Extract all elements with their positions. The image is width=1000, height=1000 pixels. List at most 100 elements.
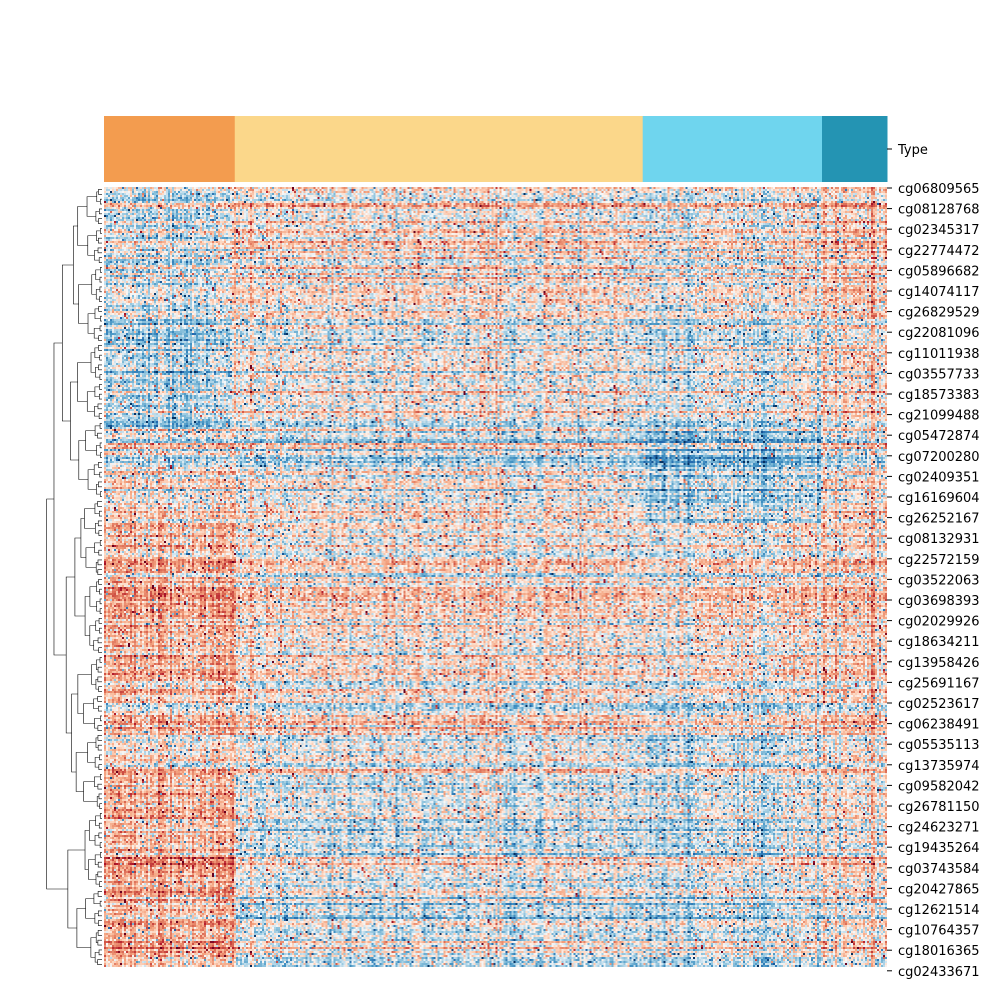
dendrogram-branch [97, 432, 102, 439]
dendrogram-branch [94, 718, 101, 729]
row-tick-label: cg14074117 [898, 285, 980, 300]
dendrogram-branch [75, 752, 88, 792]
dendrogram-branch [77, 362, 92, 402]
dendrogram-branch [99, 588, 102, 595]
dendrogram-branch [94, 776, 101, 787]
dendrogram-branch [99, 510, 102, 517]
dendrogram-branch [62, 264, 74, 422]
dendrogram-branch [94, 503, 100, 514]
dendrogram-branch [95, 211, 100, 222]
dendrogram-branch [96, 445, 101, 456]
row-tick-label: cg26252167 [898, 512, 980, 527]
dendrogram-branch [99, 803, 102, 809]
dendrogram-branch [95, 679, 99, 690]
row-tick-label: cg07200280 [898, 450, 980, 465]
dendrogram-branch [98, 218, 102, 224]
dendrogram-branch [93, 640, 99, 651]
dendrogram-branch [98, 462, 102, 468]
dendrogram-branch [98, 949, 102, 956]
dendrogram-branch [97, 735, 102, 741]
heatmap-cells [104, 187, 887, 967]
row-tick-label: cg03557733 [898, 367, 980, 382]
row-tick-label: cg03743584 [898, 862, 980, 877]
dendrogram-branch [77, 674, 92, 714]
dendrogram-branch [97, 725, 102, 731]
dendrogram-branch [94, 835, 101, 846]
dendrogram-branch [96, 191, 101, 202]
dendrogram-branch [98, 647, 102, 653]
row-tick-label: cg19435264 [898, 841, 980, 856]
dendrogram-branch [94, 308, 101, 319]
dendrogram-branch [85, 898, 95, 919]
dendrogram-branch [98, 237, 102, 244]
row-tick-label: cg05472874 [898, 429, 980, 444]
dendrogram-branch [100, 491, 102, 497]
dendrogram-branch [98, 705, 102, 712]
dendrogram-branch [86, 196, 97, 217]
dendrogram-branch [80, 518, 86, 558]
dendrogram-branch [97, 891, 102, 897]
dendrogram-branch [97, 861, 102, 868]
dendrogram-branch [83, 703, 95, 724]
row-tick-label: cg13958426 [898, 656, 980, 671]
dendrogram-branch [71, 693, 78, 773]
dendrogram-branch [94, 542, 101, 553]
dendrogram-branch [100, 852, 102, 858]
dendrogram-branch [95, 269, 101, 280]
dendrogram-branch [98, 413, 102, 419]
row-tick-label: cg13735974 [898, 759, 980, 774]
row-tick-label: cg05535113 [898, 738, 980, 753]
dendrogram-branch [86, 391, 95, 412]
dendrogram-branch [96, 230, 101, 241]
dendrogram-branch [97, 666, 102, 673]
dendrogram-branch [98, 618, 102, 624]
dendrogram-branch [87, 313, 95, 334]
row-tick-label: cg02433671 [898, 965, 980, 980]
dendrogram-branch [98, 686, 102, 692]
dendrogram-branch [97, 637, 102, 644]
row-tick-label: cg22774472 [898, 244, 980, 259]
dendrogram-branch [83, 781, 98, 802]
dendrogram-branch [99, 813, 102, 819]
row-tick-label: cg18016365 [898, 944, 980, 959]
dendrogram-branch [74, 537, 86, 617]
dendrogram-branch [98, 579, 102, 585]
dendrogram-branch [84, 508, 96, 529]
row-tick-label: cg25691167 [898, 676, 980, 691]
dendrogram-branch [96, 601, 101, 612]
dendrogram-branch [99, 442, 102, 449]
dendrogram-branch [97, 520, 102, 527]
row-tick-label: cg03522063 [898, 573, 980, 588]
dendrogram-branch [99, 286, 102, 293]
dendrogram-branch [53, 342, 67, 656]
dendrogram-branch [98, 793, 102, 800]
dendrogram-branch [97, 569, 102, 575]
row-tick-label: cg02029926 [898, 615, 980, 630]
dendrogram-branch [94, 250, 100, 261]
dendrogram-branch [98, 832, 102, 839]
dendrogram-branch [99, 471, 102, 478]
dendrogram-branch [96, 796, 100, 807]
dendrogram-branch [99, 598, 102, 605]
dendrogram-branch [97, 871, 102, 878]
dendrogram-branch [98, 335, 102, 341]
dendrogram-branch [98, 306, 102, 312]
dendrogram-branch [95, 932, 99, 943]
row-tick-label: cg20427865 [898, 882, 980, 897]
dendrogram-branch [99, 393, 102, 400]
dendrogram-branch [90, 352, 96, 373]
dendrogram-branch [93, 464, 100, 475]
dendrogram-branch [99, 296, 102, 302]
dendrogram-branch [100, 198, 102, 205]
row-tick-label: cg18573383 [898, 388, 980, 403]
dendrogram-branch [95, 815, 101, 826]
dendrogram-branch [94, 854, 101, 865]
dendrogram-branch [94, 406, 100, 417]
dendrogram-branch [97, 501, 102, 507]
dendrogram-branch [89, 586, 97, 607]
dendrogram-branch [99, 657, 102, 663]
dendrogram-branch [76, 908, 91, 948]
dendrogram-branch [98, 481, 102, 488]
dendrogram-branch [100, 715, 102, 722]
